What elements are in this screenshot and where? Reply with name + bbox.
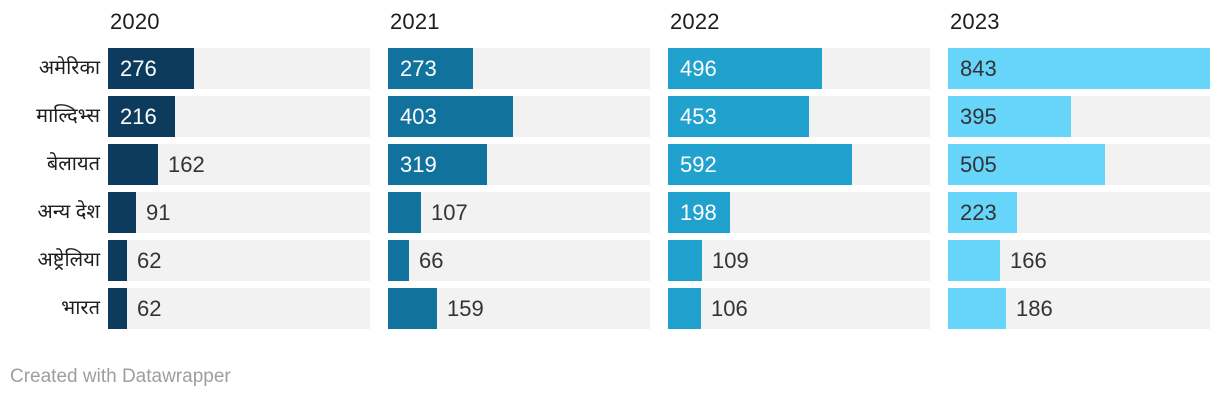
bar-2022 [668,288,701,329]
bar-value-label: 66 [419,248,444,273]
row-label: माल्दिभ्स [36,105,100,127]
bar-track: 186 [948,288,1210,329]
bar-track: 453 [668,96,930,137]
bar-track: 223 [948,192,1210,233]
bar-track: 592 [668,144,930,185]
bar-value-label: 91 [146,200,171,225]
bar-2022 [668,48,822,89]
bar-2020 [108,96,175,137]
bar-value-label: 62 [137,296,162,321]
bar-value-label: 162 [168,152,205,177]
bar-2020 [108,192,136,233]
bar-2022 [668,96,809,137]
bar-track: 403 [388,96,650,137]
bar-2021 [388,144,487,185]
bar-2020 [108,144,158,185]
bar-track: 273 [388,48,650,89]
bar-2023 [948,288,1006,329]
column-header-2020: 2020 [110,9,160,34]
bar-track: 62 [108,240,370,281]
bar-value-label: 106 [711,296,748,321]
bar-track: 162 [108,144,370,185]
bar-value-label: 216 [120,104,157,129]
bar-value-label: 109 [712,248,749,273]
bar-track: 106 [668,288,930,329]
bar-value-label: 403 [400,104,437,129]
bar-track: 107 [388,192,650,233]
bar-value-label: 276 [120,56,157,81]
bar-2021 [388,48,473,89]
bar-value-label: 159 [447,296,484,321]
bar-value-label: 107 [431,200,468,225]
bar-2020 [108,240,127,281]
bar-track: 395 [948,96,1210,137]
bar-track: 505 [948,144,1210,185]
bar-2022 [668,144,852,185]
bar-track: 496 [668,48,930,89]
column-header-2023: 2023 [950,9,1000,34]
bar-track: 216 [108,96,370,137]
bar-value-label: 186 [1016,296,1053,321]
bar-2023 [948,192,1017,233]
bar-2023 [948,48,1210,89]
bar-value-label: 843 [960,56,997,81]
bar-value-label: 223 [960,200,997,225]
bar-track: 91 [108,192,370,233]
bar-2021 [388,96,513,137]
bar-2021 [388,288,437,329]
bar-value-label: 166 [1010,248,1047,273]
bar-track: 62 [108,288,370,329]
bar-2020 [108,288,127,329]
column-header-2021: 2021 [390,9,440,34]
bar-value-label: 198 [680,200,717,225]
bar-track: 276 [108,48,370,89]
bar-track: 109 [668,240,930,281]
bar-2022 [668,240,702,281]
bar-value-label: 395 [960,104,997,129]
bar-track: 66 [388,240,650,281]
row-label: अमेरिका [38,57,100,79]
row-label: बेलायत [46,153,100,175]
bar-value-label: 62 [137,248,162,273]
bar-track: 198 [668,192,930,233]
small-multiple-bar-chart: 2020 2021 2022 2023 अमेरिका 276 273 496 843 माल्द… [36,9,1210,329]
bar-2020 [108,48,194,89]
bar-track: 843 [948,48,1210,89]
datawrapper-credit-link[interactable]: Created with Datawrapper [10,366,231,387]
bar-value-label: 505 [960,152,997,177]
bar-2022 [668,192,730,233]
bar-value-label: 496 [680,56,717,81]
row-label: अन्य देश [37,201,100,223]
bar-track: 159 [388,288,650,329]
bar-2023 [948,96,1071,137]
bar-track: 319 [388,144,650,185]
bar-2023 [948,144,1105,185]
bar-track: 166 [948,240,1210,281]
row-label: भारत [61,297,100,319]
bar-2023 [948,240,1000,281]
bar-value-label: 273 [400,56,437,81]
bar-2021 [388,240,409,281]
column-header-2022: 2022 [670,9,720,34]
row-label: अष्ट्रेलिया [37,249,100,271]
bar-2021 [388,192,421,233]
bar-value-label: 319 [400,152,437,177]
bar-value-label: 592 [680,152,717,177]
bar-value-label: 453 [680,104,717,129]
